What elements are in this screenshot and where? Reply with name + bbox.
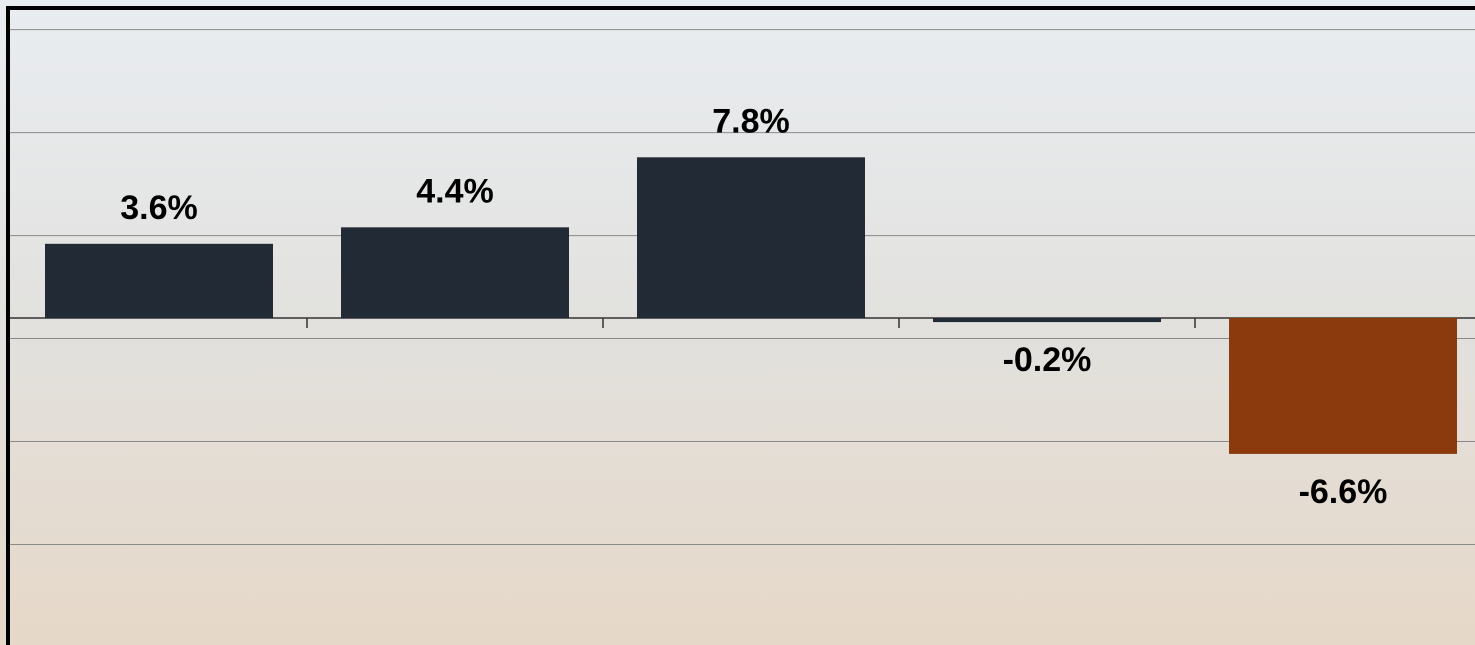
- value-label: -0.2%: [1003, 341, 1092, 379]
- value-label: -6.6%: [1299, 473, 1388, 511]
- value-label: 3.6%: [120, 189, 198, 227]
- plot-frame: [6, 6, 1475, 645]
- value-label: 4.4%: [416, 172, 494, 210]
- bar: [341, 227, 569, 318]
- bar: [933, 317, 1161, 323]
- bar: [1229, 317, 1457, 454]
- bar: [45, 243, 273, 318]
- value-label: 7.8%: [712, 102, 790, 140]
- bar: [637, 157, 865, 318]
